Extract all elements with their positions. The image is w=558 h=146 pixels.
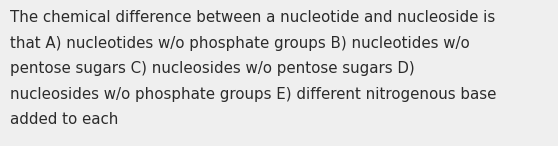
Text: nucleosides w/o phosphate groups E) different nitrogenous base: nucleosides w/o phosphate groups E) diff… — [10, 87, 497, 102]
Text: pentose sugars C) nucleosides w/o pentose sugars D): pentose sugars C) nucleosides w/o pentos… — [10, 61, 415, 76]
Text: added to each: added to each — [10, 112, 118, 127]
Text: that A) nucleotides w/o phosphate groups B) nucleotides w/o: that A) nucleotides w/o phosphate groups… — [10, 36, 470, 51]
Text: The chemical difference between a nucleotide and nucleoside is: The chemical difference between a nucleo… — [10, 10, 496, 25]
